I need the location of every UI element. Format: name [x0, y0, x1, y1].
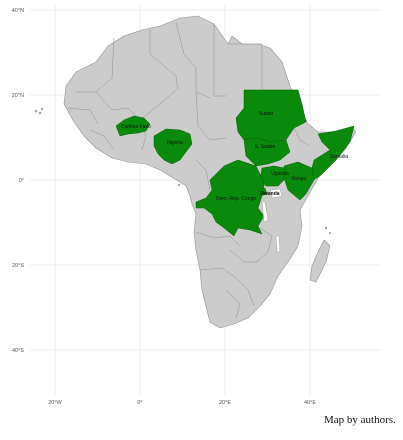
label-somalia: Somalia: [330, 154, 348, 160]
madagascar: [309, 239, 331, 283]
country-south-sudan: [243, 137, 291, 167]
label-south-sudan: S. Sudan: [255, 144, 276, 150]
highlighted-countries: [115, 89, 355, 237]
lake-tanganyika: [261, 201, 269, 223]
lon-label-20e: 20°E: [219, 400, 231, 406]
lake-victoria: [269, 188, 283, 199]
lakes: [261, 188, 283, 253]
label-rwanda: Rwanda: [260, 191, 279, 197]
lat-label-40s: 40°S: [12, 348, 24, 354]
country-drc: [195, 159, 265, 237]
map-caption: Map by authors.: [324, 414, 396, 426]
lat-label-20n: 20°N: [12, 93, 24, 99]
lat-label-20s: 20°S: [12, 263, 24, 269]
label-uganda: Uganda: [271, 171, 289, 177]
lake-malawi: [275, 235, 281, 253]
label-kenya: Kenya: [292, 176, 306, 182]
label-sudan: Sudan: [259, 111, 274, 117]
country-borders: [67, 21, 311, 319]
atlantic-islands: [34, 107, 331, 235]
label-drc: Dem. Rep. Congo: [216, 196, 256, 202]
latitude-axis: 40°N 20°N 0° 20°S 40°S: [12, 8, 25, 354]
label-burkina-faso: Burkina Faso: [121, 124, 151, 130]
lon-label-20w: 20°W: [48, 400, 62, 406]
lat-label-0: 0°: [19, 178, 24, 184]
country-somalia: [311, 125, 355, 181]
lat-label-40n: 40°N: [12, 8, 24, 14]
country-kenya: [283, 161, 315, 201]
country-labels: Burkina Faso Nigeria Sudan S. Sudan Soma…: [121, 111, 348, 202]
country-rwanda: [257, 187, 268, 197]
country-burkina-faso: [115, 115, 151, 137]
country-nigeria: [153, 128, 193, 165]
lon-label-0: 0°: [137, 400, 142, 406]
label-nigeria: Nigeria: [167, 140, 183, 146]
lon-label-40e: 40°E: [304, 400, 316, 406]
longitude-axis: 20°W 0° 20°E 40°E: [48, 400, 316, 406]
